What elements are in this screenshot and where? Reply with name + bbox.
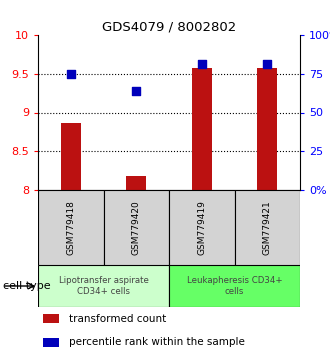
Text: Lipotransfer aspirate
CD34+ cells: Lipotransfer aspirate CD34+ cells <box>58 276 148 296</box>
Point <box>265 62 270 67</box>
Text: percentile rank within the sample: percentile rank within the sample <box>69 337 245 347</box>
Bar <box>169 265 300 307</box>
Bar <box>43 338 59 347</box>
Text: GSM779421: GSM779421 <box>263 200 272 255</box>
Text: GSM779420: GSM779420 <box>132 200 141 255</box>
Bar <box>126 176 146 190</box>
Bar <box>257 68 277 190</box>
Text: GSM779418: GSM779418 <box>66 200 75 255</box>
Bar <box>104 190 169 265</box>
Bar <box>61 122 81 190</box>
Bar <box>192 68 212 190</box>
Bar <box>169 190 235 265</box>
Bar <box>38 265 169 307</box>
Bar <box>38 190 104 265</box>
Bar <box>43 314 59 324</box>
Point <box>134 88 139 93</box>
Bar <box>235 190 300 265</box>
Text: transformed count: transformed count <box>69 314 167 324</box>
Title: GDS4079 / 8002802: GDS4079 / 8002802 <box>102 21 236 34</box>
Point <box>68 71 73 76</box>
Text: Leukapheresis CD34+
cells: Leukapheresis CD34+ cells <box>187 276 282 296</box>
Text: cell type: cell type <box>3 281 51 291</box>
Text: GSM779419: GSM779419 <box>197 200 206 255</box>
Point <box>199 62 204 67</box>
